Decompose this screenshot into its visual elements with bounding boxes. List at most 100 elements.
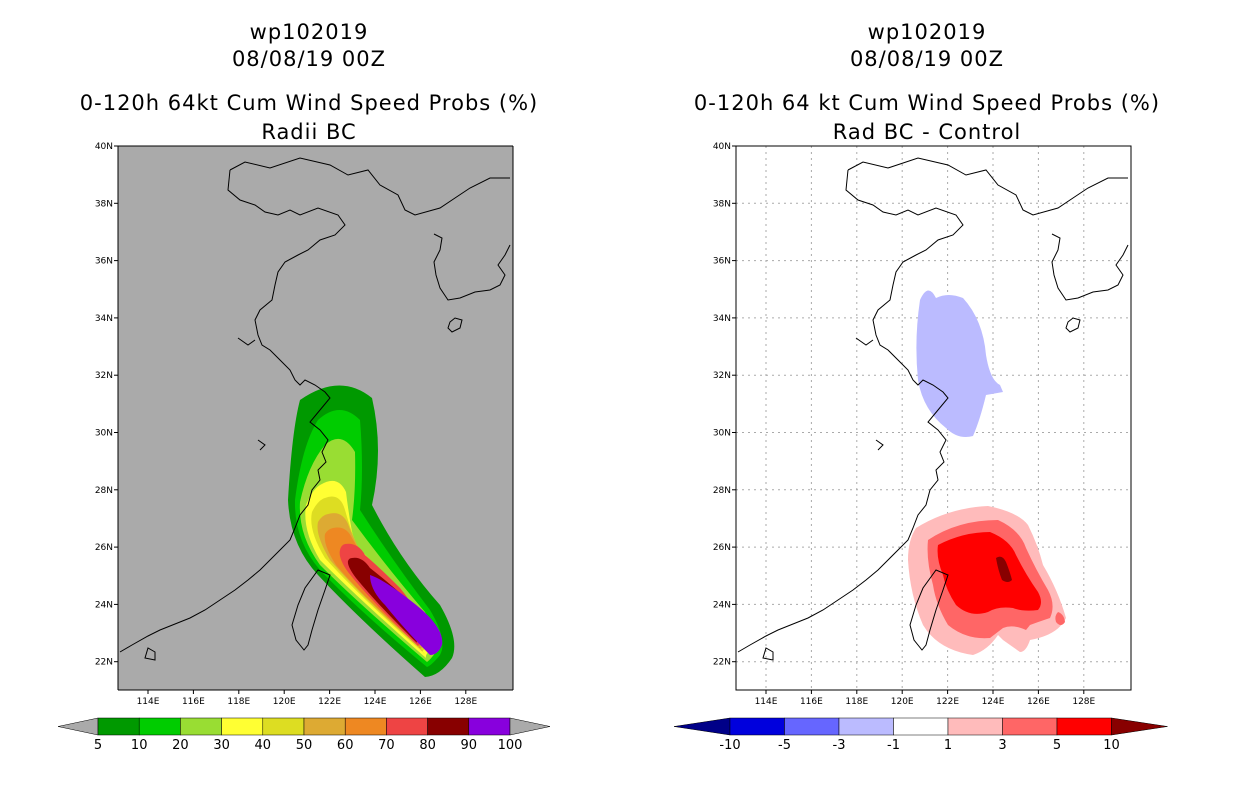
lat-label: 36N <box>713 257 731 267</box>
storm-id-title: wp102019 <box>249 20 369 44</box>
contour-positive-5 <box>937 532 1041 614</box>
colorbar-swatch <box>138 717 181 736</box>
colorbar-swatch <box>947 717 1003 736</box>
colorbar-label: 90 <box>461 738 478 753</box>
colorbar-label: 3 <box>998 738 1006 753</box>
lat-label: 34N <box>713 314 731 324</box>
colorbar-swatch <box>262 717 305 736</box>
left-panel: wp102019 08/08/19 00Z 0-120h 64kt Cum Wi… <box>57 20 551 753</box>
date-title: 08/08/19 00Z <box>849 47 1005 71</box>
colorbar-swatch <box>1056 717 1112 736</box>
lon-label: 122E <box>936 697 959 707</box>
difference-contours <box>908 290 1066 655</box>
colorbar-label: 1 <box>944 738 952 753</box>
colorbar-label: 10 <box>131 738 148 753</box>
storm-id-title: wp102019 <box>867 20 987 44</box>
lat-label: 36N <box>95 257 113 267</box>
colorbar-swatch <box>784 717 840 736</box>
probability-contours <box>288 385 455 677</box>
colorbar-label: -5 <box>778 738 791 753</box>
colorbar-label: 5 <box>1053 738 1061 753</box>
lat-label: 40N <box>713 142 731 152</box>
colorbar-label: 100 <box>498 738 523 753</box>
experiment-title: Rad BC - Control <box>832 120 1022 144</box>
colorbar: 5 10 20 30 40 50 60 70 80 90 100 <box>57 717 551 753</box>
colorbar-over-triangle <box>1111 717 1168 736</box>
lat-label: 34N <box>95 314 113 324</box>
coastlines <box>119 157 511 661</box>
map-frame <box>735 145 1132 691</box>
lon-label: 118E <box>227 697 250 707</box>
lat-label: 22N <box>95 658 113 668</box>
colorbar-swatch <box>386 717 428 736</box>
colorbar-label: -3 <box>833 738 846 753</box>
colorbar-over-triangle <box>509 717 551 736</box>
contour-positive-5-small <box>1055 612 1065 625</box>
colorbar-label: 60 <box>337 738 354 753</box>
lon-label: 120E <box>891 697 914 707</box>
lat-label: 32N <box>95 371 113 381</box>
colorbar-label: 30 <box>213 738 230 753</box>
lon-label: 126E <box>1027 697 1050 707</box>
colorbar-swatch <box>344 717 387 736</box>
colorbar-under-triangle <box>673 717 731 736</box>
lon-label: 128E <box>1072 697 1095 707</box>
colorbar-label: 20 <box>172 738 189 753</box>
lat-label: 26N <box>95 543 113 553</box>
contour-positive-10 <box>996 556 1012 582</box>
lon-label: 114E <box>755 697 778 707</box>
colorbar-swatch <box>1002 717 1058 736</box>
lon-label: 118E <box>845 697 868 707</box>
colorbar-label: 40 <box>255 738 272 753</box>
map-ticks <box>117 145 514 691</box>
latitude-labels: 40N 38N 36N 34N 32N 30N 28N 26N 24N 22N <box>95 142 118 668</box>
coastlines <box>737 157 1129 661</box>
latitude-labels: 40N 38N 36N 34N 32N 30N 28N 26N 24N 22N <box>713 142 736 668</box>
lon-label: 114E <box>137 697 160 707</box>
experiment-title: Radii BC <box>261 120 357 144</box>
colorbar-label: 5 <box>94 738 102 753</box>
colorbar-label: -10 <box>719 738 740 753</box>
contour-negative-1 <box>916 290 1003 437</box>
lat-label: 22N <box>713 658 731 668</box>
colorbar-label: 50 <box>296 738 313 753</box>
colorbar-swatch <box>180 717 222 736</box>
lat-label: 24N <box>95 600 113 610</box>
lat-label: 40N <box>95 142 113 152</box>
colorbar-swatch <box>221 717 264 736</box>
lon-label: 124E <box>364 697 387 707</box>
lon-label: 124E <box>982 697 1005 707</box>
lon-label: 120E <box>273 697 296 707</box>
colorbar-under-triangle <box>57 717 99 736</box>
lat-label: 28N <box>713 486 731 496</box>
lat-label: 30N <box>95 429 113 439</box>
colorbar-swatch <box>729 717 785 736</box>
lat-label: 26N <box>713 543 731 553</box>
colorbar-label: 80 <box>419 738 436 753</box>
colorbar-swatch <box>97 717 140 736</box>
lon-label: 116E <box>800 697 823 707</box>
contour-90 <box>370 575 443 655</box>
lon-label: 126E <box>409 697 432 707</box>
lat-label: 28N <box>95 486 113 496</box>
right-panel: wp102019 08/08/19 00Z 0-120h 64 kt Cum W… <box>618 0 1236 800</box>
date-title: 08/08/19 00Z <box>231 47 387 71</box>
longitude-labels: 114E 116E 118E 120E 122E 124E 126E 128E <box>137 690 478 707</box>
colorbar-swatch <box>468 717 511 736</box>
lat-label: 30N <box>713 429 731 439</box>
lon-label: 128E <box>454 697 477 707</box>
colorbar-swatch <box>303 717 346 736</box>
colorbar-swatch <box>838 717 894 736</box>
product-title: 0-120h 64 kt Cum Wind Speed Probs (%) <box>693 91 1161 115</box>
lat-label: 32N <box>713 371 731 381</box>
lon-label: 122E <box>318 697 341 707</box>
lat-label: 38N <box>95 199 113 209</box>
colorbar: -10 -5 -3 -1 1 3 5 10 <box>673 717 1168 753</box>
colorbar-swatch <box>893 717 949 736</box>
lat-label: 24N <box>713 600 731 610</box>
lat-label: 38N <box>713 199 731 209</box>
longitude-labels: 114E 116E 118E 120E 122E 124E 126E 128E <box>755 690 1096 707</box>
colorbar-label: 10 <box>1103 738 1120 753</box>
